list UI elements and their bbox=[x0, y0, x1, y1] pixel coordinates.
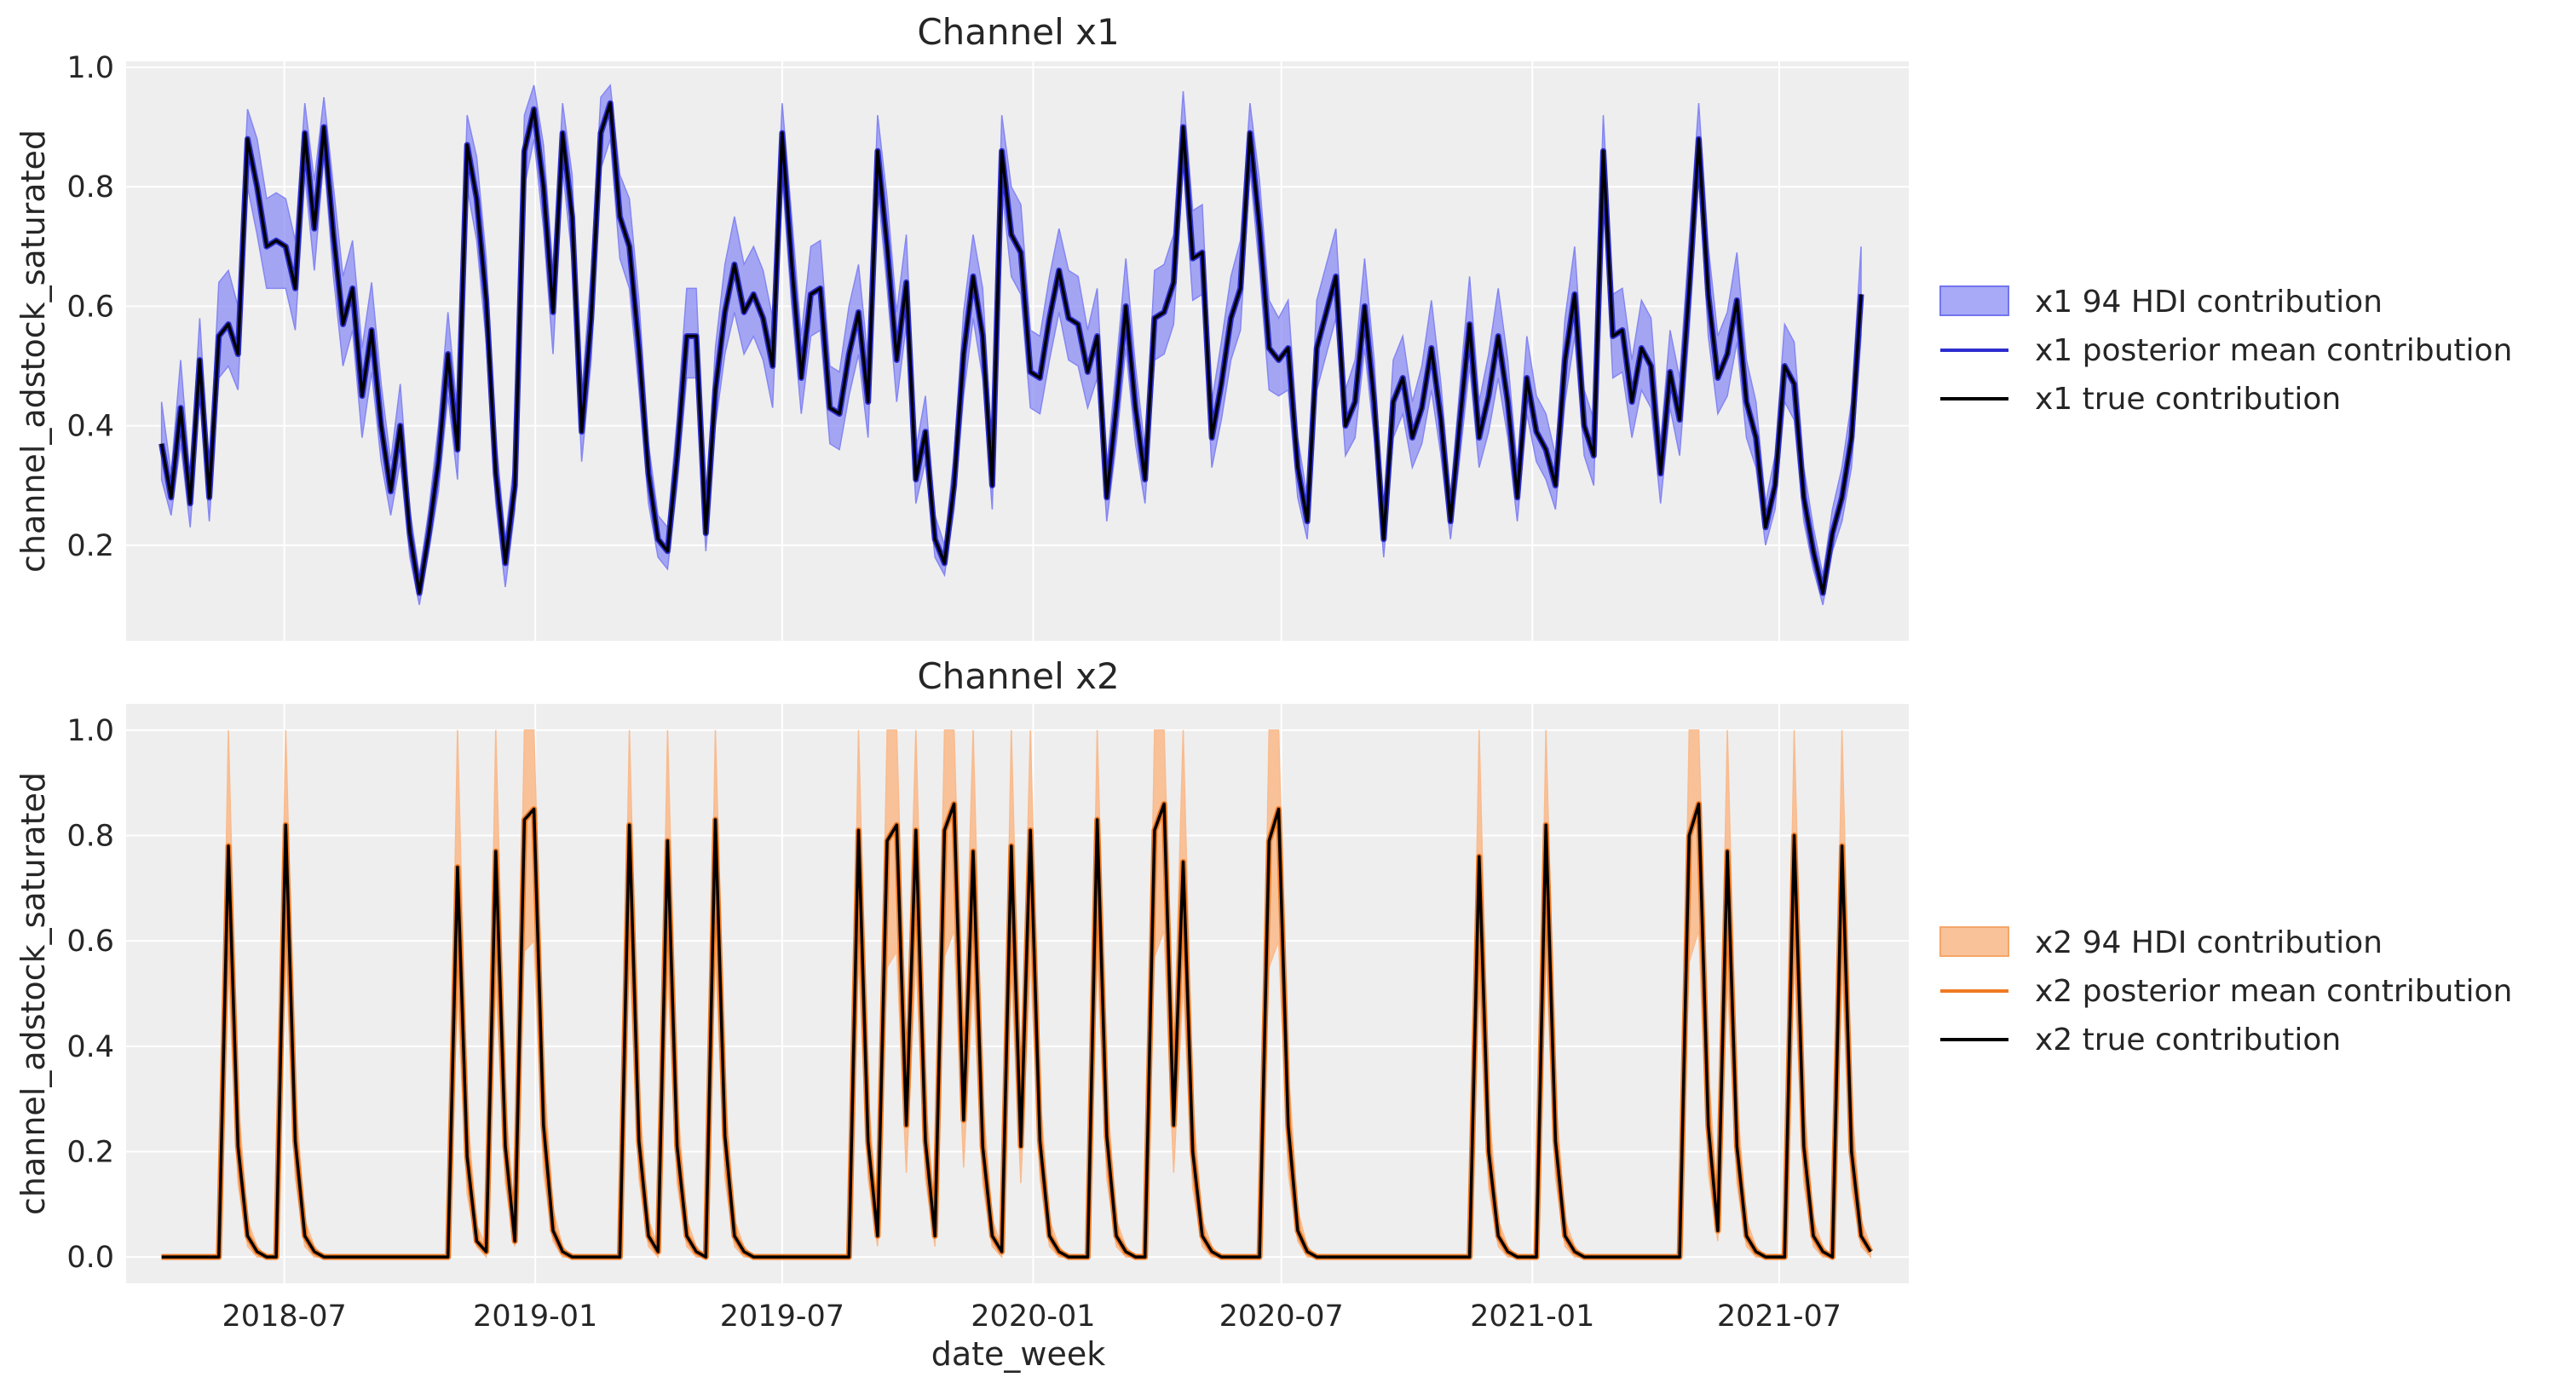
y-tick-label: 0.8 bbox=[66, 170, 114, 205]
legend-band-swatch bbox=[1939, 926, 2009, 957]
y-axis-label: channel_adstock_saturated bbox=[14, 130, 52, 573]
true-contribution-line bbox=[161, 802, 1872, 1259]
y-tick-label: 0.4 bbox=[66, 410, 114, 444]
legend-label: x2 true contribution bbox=[2035, 1023, 2341, 1057]
y-axis-label: channel_adstock_saturated bbox=[14, 772, 52, 1215]
y-tick-label: 0.6 bbox=[66, 290, 114, 324]
legend-label: x2 posterior mean contribution bbox=[2035, 974, 2512, 1009]
y-tick-label: 0.8 bbox=[66, 820, 114, 854]
line-layer bbox=[161, 801, 1874, 1260]
line-layer bbox=[158, 100, 1864, 596]
legend-label: x1 94 HDI contribution bbox=[2035, 285, 2383, 320]
legend-label: x1 true contribution bbox=[2035, 382, 2341, 417]
legend-band-swatch bbox=[1939, 285, 2009, 316]
y-tick-label: 1.0 bbox=[66, 714, 114, 748]
x-tick-label: 2020-07 bbox=[1219, 1299, 1344, 1334]
y-tick-label: 0.6 bbox=[66, 925, 114, 959]
legend-label: x1 posterior mean contribution bbox=[2035, 333, 2512, 368]
x-tick-label: 2021-07 bbox=[1717, 1299, 1841, 1334]
true-contribution-line bbox=[159, 101, 1863, 595]
y-tick-label: 0.2 bbox=[66, 1135, 114, 1169]
x-axis-label: date_week bbox=[931, 1335, 1106, 1373]
y-tick-label: 0.0 bbox=[66, 1241, 114, 1275]
y-tick-label: 1.0 bbox=[66, 51, 114, 85]
chart-title: Channel x2 bbox=[917, 655, 1119, 697]
panel-channel-x1: Channel x1 0.2 0.4 0.6 0.8 1.0 channel_adsto… bbox=[14, 11, 2512, 641]
y-tick-labels: 0.2 0.4 0.6 0.8 1.0 bbox=[66, 51, 114, 563]
y-tick-label: 0.2 bbox=[66, 529, 114, 563]
chart-title: Channel x1 bbox=[917, 11, 1119, 53]
legend-label: x2 94 HDI contribution bbox=[2035, 925, 2383, 960]
x-tick-label: 2019-07 bbox=[720, 1299, 844, 1334]
x-tick-label: 2020-01 bbox=[971, 1299, 1095, 1334]
y-tick-labels: 0.0 0.2 0.4 0.6 0.8 1.0 bbox=[66, 714, 114, 1275]
panel-channel-x2: Channel x2 0.00.20.40.60.81.0 2018-07 201… bbox=[14, 655, 2512, 1373]
x-tick-label: 2021-01 bbox=[1470, 1299, 1594, 1334]
x-tick-label: 2018-07 bbox=[222, 1299, 347, 1334]
legend: x2 94 HDI contribution x2 posterior mean… bbox=[1939, 925, 2512, 1057]
y-tick-label: 0.4 bbox=[66, 1030, 114, 1064]
legend: x1 94 HDI contribution x1 posterior mean… bbox=[1939, 285, 2512, 417]
x-tick-label: 2019-01 bbox=[473, 1299, 597, 1334]
x-tick-labels: 2018-07 2019-01 2019-07 2020-01 2020-07 2021-… bbox=[222, 1299, 1842, 1334]
